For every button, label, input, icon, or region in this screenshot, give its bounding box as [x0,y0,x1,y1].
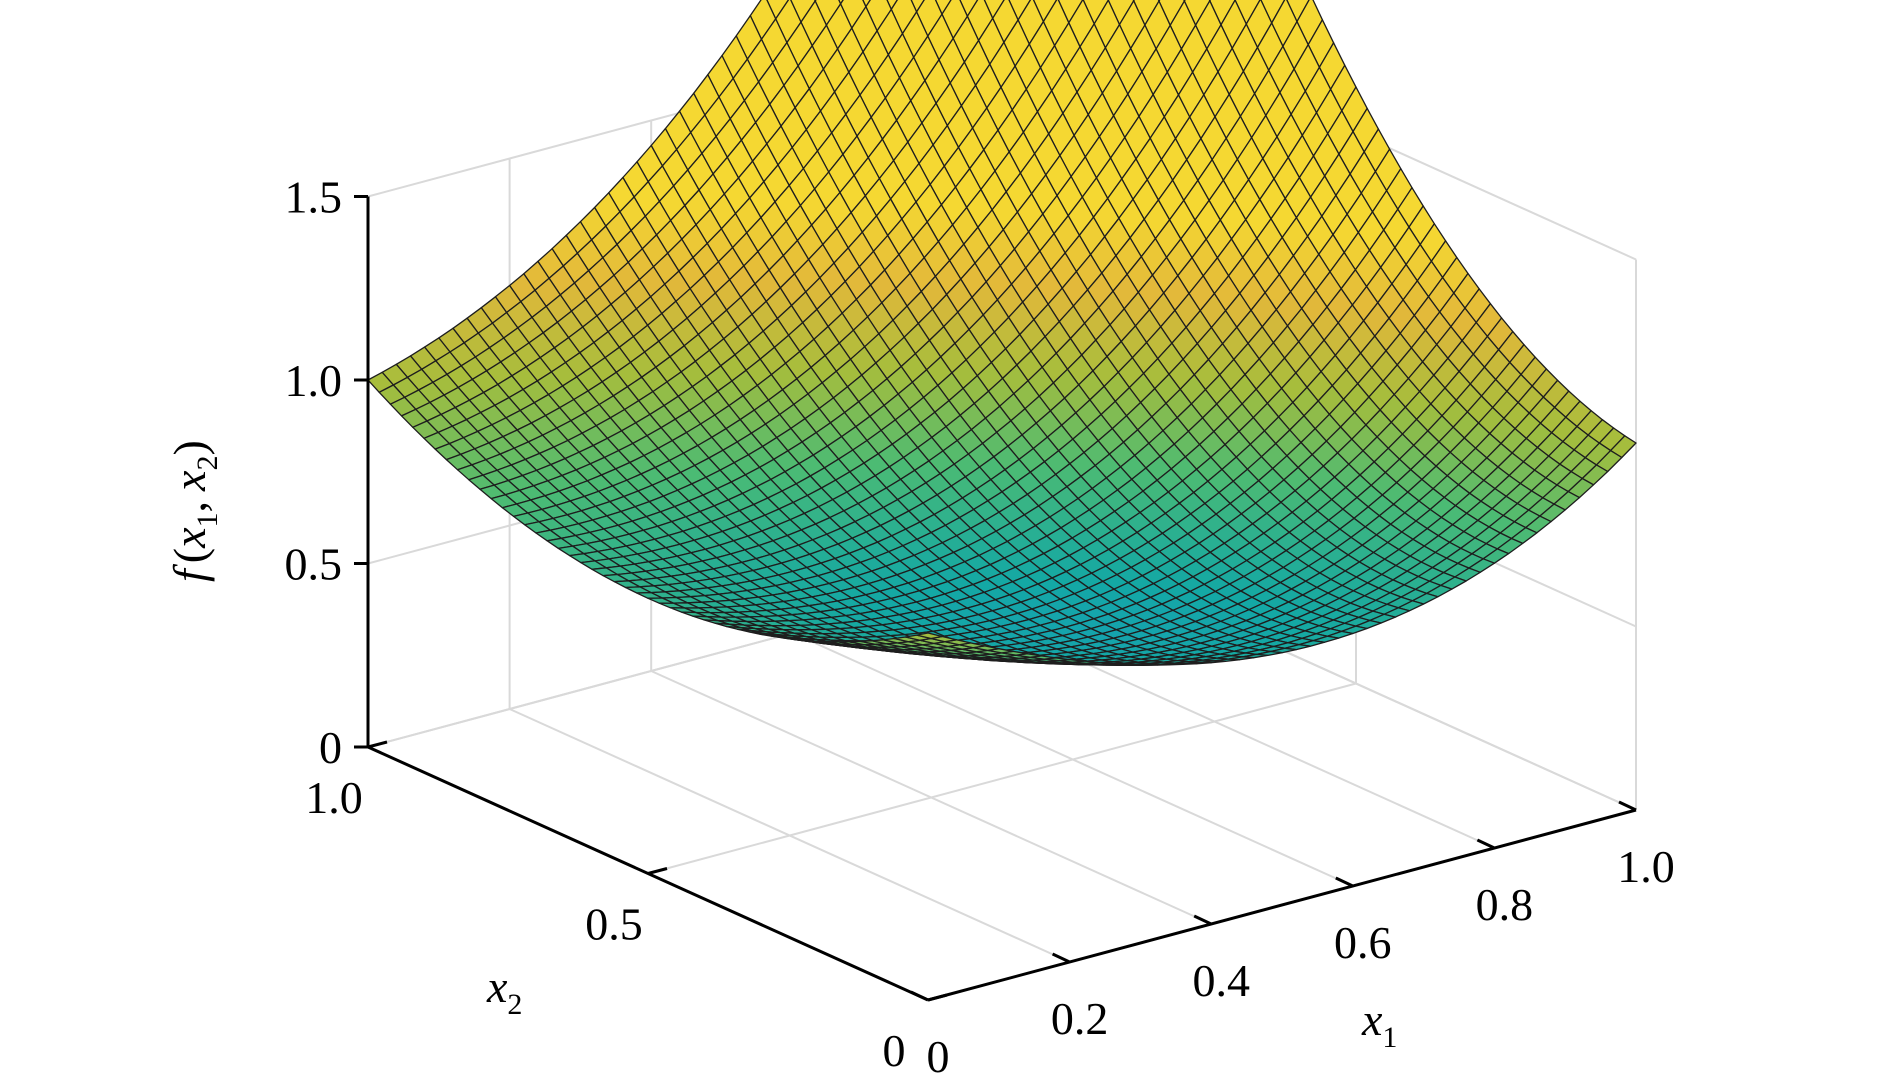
x1-tick-label: 0.2 [1051,993,1109,1044]
x2-tick [927,993,948,1002]
surface-cell [916,632,943,640]
x2-tick-label: 1.0 [305,772,363,823]
axes [354,195,1637,1002]
x2-tick-label: 0 [883,1025,906,1076]
x1-tick [1051,952,1071,964]
x1-tick [1335,876,1354,888]
z-tick-label: 1.0 [285,355,343,406]
x1-tick-label: 1.0 [1617,841,1675,892]
surface-cell [886,0,899,11]
surface-cell [910,0,925,13]
x1-tick [1476,838,1496,850]
z-tick-label: 0 [319,722,342,773]
x1-tick-label: 0.4 [1192,955,1250,1006]
x2-axis-label: x2 [486,961,522,1021]
surface-mesh [367,0,1637,666]
surface-cell [934,0,952,15]
z-axis-label: f(x1,x2) [164,440,224,582]
x1-tick-label: 0 [927,1031,950,1082]
x2-tick [647,867,668,875]
x1-axis-label: x1 [1361,994,1397,1054]
grid-line [647,682,1357,875]
z-tick-label: 0.5 [285,539,343,590]
x1-tick [1193,914,1212,926]
z-tick-label: 1.5 [285,172,343,223]
x1-tick-label: 0.6 [1334,917,1392,968]
x1-tick-label: 0.8 [1476,879,1534,930]
x1-axis-line [927,808,1637,1002]
x1-tick [1618,800,1637,812]
x1-tick [910,990,929,1002]
tick-labels: 00.20.40.60.81.000.51.000.51.01.5 [285,172,1675,1082]
x2-tick-label: 0.5 [585,899,643,950]
x2-tick [367,740,388,749]
